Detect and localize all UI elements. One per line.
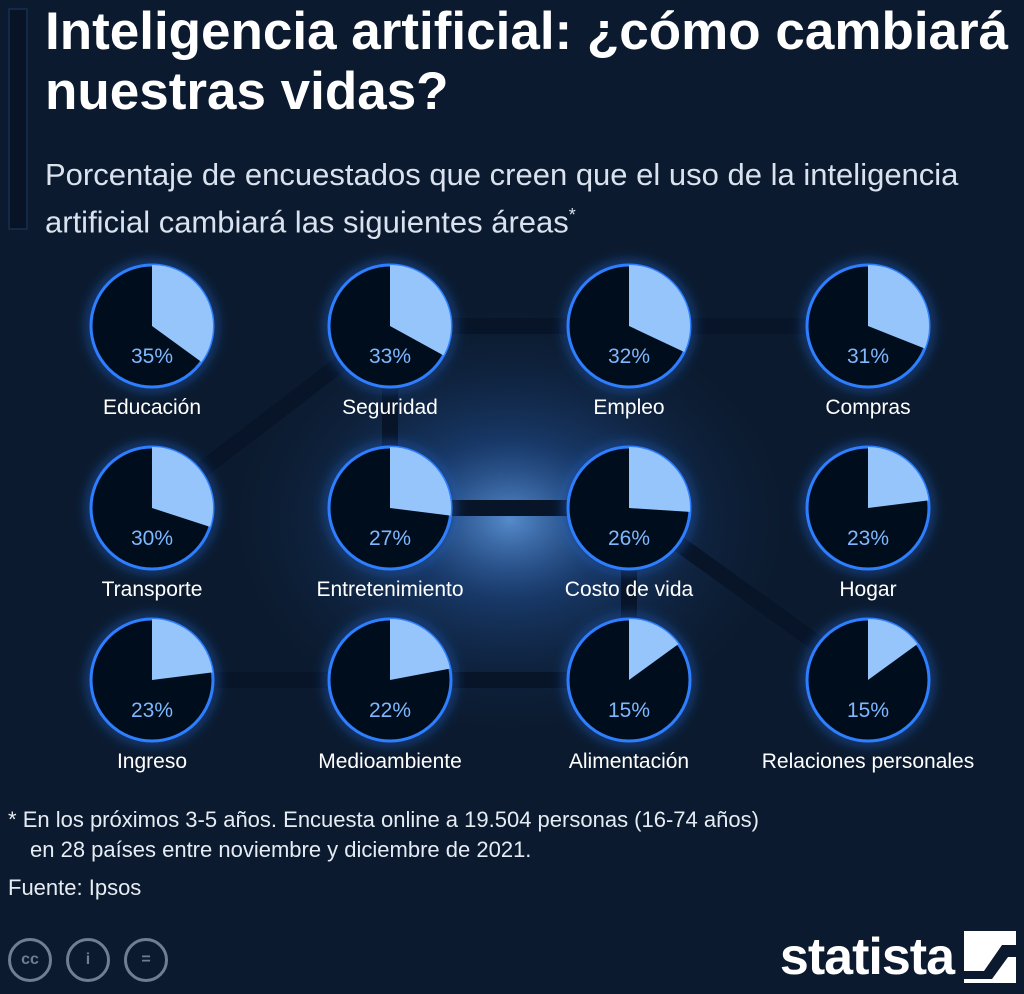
category-label: Educación — [103, 396, 201, 419]
pie-10: 22% Medioambiente — [318, 617, 462, 773]
pie-slice — [868, 619, 918, 680]
pie-slice — [152, 618, 213, 680]
category-label: Hogar — [839, 578, 896, 601]
subtitle: Porcentaje de encuestados que creen que … — [45, 155, 1005, 242]
value-label: 33% — [369, 345, 411, 368]
category-label: Empleo — [593, 396, 664, 419]
brand-name: statista — [779, 928, 955, 986]
by-icon[interactable]: i — [66, 938, 110, 982]
pie-11: 15% Alimentación — [566, 617, 692, 773]
category-label: Entretenimiento — [316, 578, 463, 601]
pie-2: 33% Seguridad — [327, 263, 453, 419]
pie-slice — [390, 619, 450, 680]
pie-5: 30% Transporte — [89, 445, 215, 601]
value-label: 15% — [847, 699, 889, 722]
value-label: 23% — [131, 699, 173, 722]
statista-logo-icon — [964, 931, 1016, 983]
pie-slice — [629, 619, 679, 680]
category-label: Costo de vida — [565, 578, 694, 601]
value-label: 23% — [847, 527, 889, 550]
pie-slice — [390, 265, 451, 356]
category-label: Seguridad — [342, 396, 438, 419]
category-label: Compras — [825, 396, 910, 419]
pie-4: 31% Compras — [805, 263, 931, 419]
value-label: 30% — [131, 527, 173, 550]
subtitle-text: Porcentaje de encuestados que creen que … — [45, 157, 959, 240]
page-title: Inteligencia artificial: ¿cómo cambiará … — [45, 2, 1009, 121]
footnote: * En los próximos 3-5 años. Encuesta onl… — [8, 805, 1008, 865]
pie-slice — [152, 265, 213, 362]
value-label: 22% — [369, 699, 411, 722]
pie-slice — [868, 447, 929, 508]
pie-8: 23% Hogar — [805, 445, 931, 601]
footnote-marker: * — [8, 807, 17, 832]
value-label: 26% — [608, 527, 650, 550]
value-label: 32% — [608, 345, 650, 368]
value-label: 35% — [131, 345, 173, 368]
pie-3: 32% Empleo — [566, 263, 692, 419]
pies: 35% Educación 33% Seguridad 32% Empleo 31% Comp… — [89, 263, 974, 773]
pie-slice — [629, 265, 690, 352]
footnote-line-2: en 28 países entre noviembre y diciembre… — [30, 837, 532, 862]
pie-9: 23% Ingreso — [89, 617, 215, 773]
license-icons: cc i = — [8, 938, 168, 986]
category-label: Ingreso — [117, 750, 187, 773]
value-label: 15% — [608, 699, 650, 722]
footnote-line-1: En los próximos 3-5 años. Encuesta onlin… — [22, 807, 759, 832]
value-label: 27% — [369, 527, 411, 550]
category-label: Medioambiente — [318, 750, 462, 773]
pie-slice — [629, 447, 690, 512]
nd-icon[interactable]: = — [124, 938, 168, 982]
value-label: 31% — [847, 345, 889, 368]
pie-7: 26% Costo de vida — [565, 445, 694, 601]
brand[interactable]: statista — [780, 926, 1016, 988]
category-label: Relaciones personales — [762, 750, 974, 773]
pie-6: 27% Entretenimiento — [316, 445, 464, 601]
source: Fuente: Ipsos — [8, 875, 142, 900]
cc-icon[interactable]: cc — [8, 938, 52, 982]
category-label: Transporte — [102, 578, 203, 601]
pie-slice — [152, 447, 213, 527]
pie-12: 15% Relaciones personales — [762, 617, 974, 773]
subtitle-marker: * — [568, 205, 576, 225]
pie-1: 35% Educación — [89, 263, 215, 419]
accent-bar — [8, 8, 28, 230]
pie-slice — [390, 447, 451, 516]
category-label: Alimentación — [569, 750, 689, 773]
pie-slice — [868, 265, 929, 349]
